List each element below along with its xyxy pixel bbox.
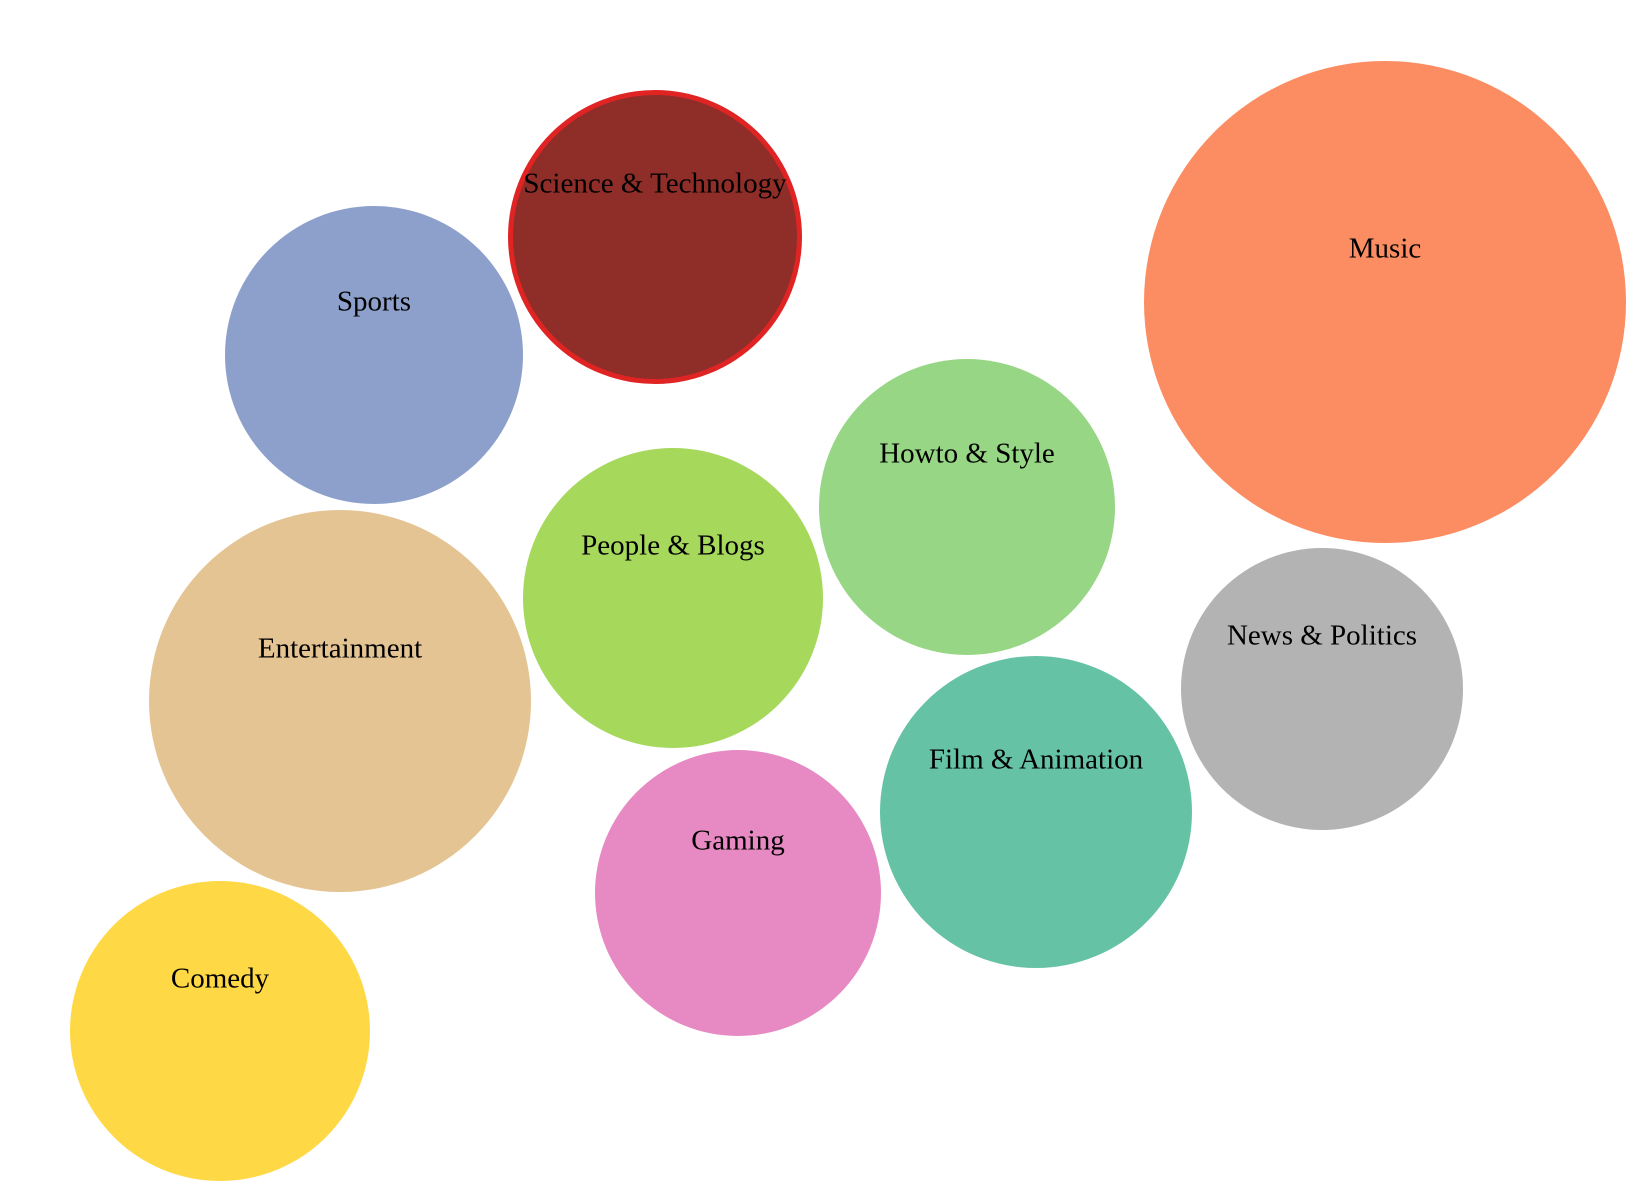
bubble-circle[interactable] <box>523 448 823 748</box>
bubble-label: News & Politics <box>1227 620 1417 652</box>
bubble-comedy[interactable]: Comedy <box>70 881 370 1181</box>
bubble-people-and-blogs[interactable]: People & Blogs <box>523 448 823 748</box>
bubble-sports[interactable]: Sports <box>225 206 523 504</box>
bubble-gaming[interactable]: Gaming <box>595 750 881 1036</box>
bubble-circle[interactable] <box>595 750 881 1036</box>
bubble-label: Sports <box>337 286 411 318</box>
bubble-circle[interactable] <box>149 510 531 892</box>
bubbles-layer: Music Science & Technology Sports Howto & S… <box>70 61 1626 1181</box>
bubble-circle[interactable] <box>1181 548 1463 830</box>
bubble-circle[interactable] <box>880 656 1192 968</box>
bubble-label: Gaming <box>691 825 784 857</box>
bubble-circle[interactable] <box>70 881 370 1181</box>
bubble-label: Film & Animation <box>929 744 1144 776</box>
bubble-label: Science & Technology <box>523 168 787 200</box>
bubble-howto-and-style[interactable]: Howto & Style <box>819 359 1115 655</box>
bubble-entertainment[interactable]: Entertainment <box>149 510 531 892</box>
bubble-label: Music <box>1349 233 1422 265</box>
bubble-news-and-politics[interactable]: News & Politics <box>1181 548 1463 830</box>
bubble-science-and-technology[interactable]: Science & Technology <box>508 90 802 384</box>
bubble-film-and-animation[interactable]: Film & Animation <box>880 656 1192 968</box>
bubble-circle[interactable] <box>225 206 523 504</box>
bubble-label: Comedy <box>171 963 270 995</box>
bubble-label: Entertainment <box>258 633 422 665</box>
bubble-label: Howto & Style <box>879 438 1055 470</box>
bubble-circle[interactable] <box>819 359 1115 655</box>
bubble-circle[interactable] <box>508 90 802 384</box>
bubble-music[interactable]: Music <box>1144 61 1626 543</box>
bubble-label: People & Blogs <box>581 530 765 562</box>
bubble-circle[interactable] <box>1144 61 1626 543</box>
